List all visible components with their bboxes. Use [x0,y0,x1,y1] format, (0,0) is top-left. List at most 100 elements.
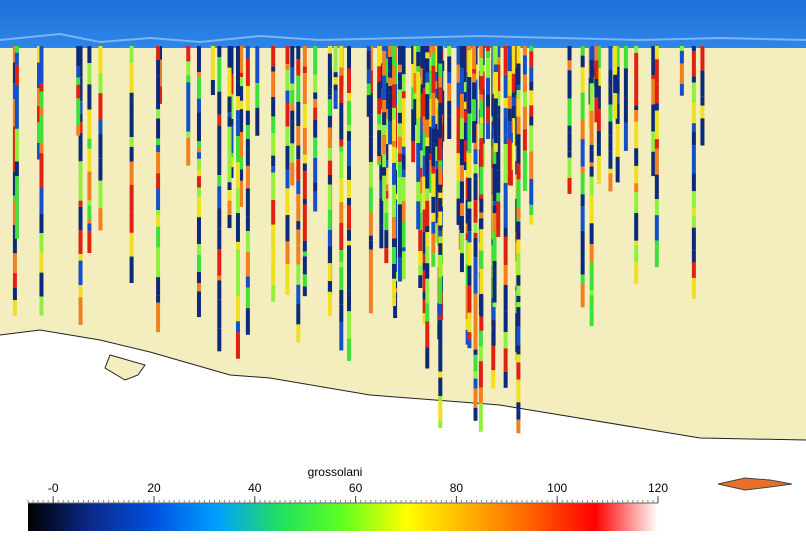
borehole-segment [608,104,613,122]
borehole-segment [511,97,516,106]
borehole-segment [516,379,521,403]
borehole-segment [479,94,484,101]
borehole-segment [516,410,521,420]
borehole-segment [589,83,594,111]
borehole-segment [397,112,402,124]
borehole-segment [368,114,373,137]
borehole-segment [98,133,103,159]
borehole-segment [217,175,222,187]
borehole-segment [493,72,498,99]
borehole-segment [623,68,628,98]
borehole-segment [516,134,521,147]
borehole-segment [418,116,423,125]
borehole-segment [411,114,416,141]
borehole-segment [333,46,338,73]
borehole-segment [339,202,344,224]
borehole-segment [14,85,19,108]
borehole-segment [196,197,201,218]
borehole-segment [368,235,373,241]
tick-label: -0 [48,481,59,495]
borehole-segment [401,74,406,92]
borehole-segment [486,106,491,123]
borehole-segment [608,168,613,174]
borehole-segment [368,70,373,94]
borehole-segment [392,208,397,218]
borehole-segment [486,122,491,139]
borehole-segment [589,123,594,145]
borehole-segment [503,332,508,349]
borehole-segment [503,46,508,75]
borehole-segment [401,91,406,99]
borehole-segment [290,110,295,122]
borehole-segment [245,125,250,139]
borehole-segment [418,124,423,136]
borehole-segment [473,378,478,389]
borehole-segment [473,232,478,238]
borehole-segment [438,401,443,422]
borehole-segment [427,70,432,99]
borehole-segment [12,83,17,100]
borehole-segment [12,253,17,267]
borehole-segment [422,262,427,271]
borehole-segment [418,177,423,194]
borehole-segment [392,247,397,265]
borehole-segment [388,46,393,57]
borehole-segment [377,66,382,82]
borehole-segment [418,62,423,72]
borehole-segment [327,263,332,282]
borehole-segment [594,97,599,123]
borehole-segment [691,262,696,278]
borehole-segment [438,396,443,402]
borehole-segment [36,46,41,63]
borehole-segment [379,88,384,110]
borehole-segment [529,204,534,216]
borehole-segment [634,110,639,122]
borehole-segment [447,72,452,84]
borehole-segment [235,136,240,163]
borehole-segment [479,304,484,317]
borehole-segment [401,98,406,120]
borehole-segment [462,122,467,127]
borehole-segment [401,247,406,252]
borehole-segment [492,205,497,214]
borehole-segment [691,46,696,52]
borehole-segment [392,65,397,85]
borehole-segment [462,82,467,93]
borehole-segment [255,83,260,108]
borehole-segment [478,361,483,388]
borehole-segment [290,121,295,129]
borehole-segment [651,75,656,80]
borehole-segment [496,105,501,117]
borehole-segment [496,136,501,158]
borehole-segment [76,46,81,67]
borehole-segment [567,125,572,133]
borehole-segment [39,170,44,188]
borehole-segment [456,180,461,199]
borehole-segment [347,68,352,94]
borehole-segment [302,154,307,164]
borehole-segment [235,187,240,214]
borehole-segment [327,229,332,247]
borehole-segment [700,96,705,106]
borehole-segment [78,161,83,181]
borehole-segment [12,287,17,301]
borehole-segment [438,102,443,117]
borehole-segment [479,76,484,84]
borehole-segment [313,153,318,158]
borehole-segment [651,151,656,177]
borehole-segment [438,116,443,131]
borehole-segment [654,103,659,111]
borehole-segment [129,63,134,80]
borehole-segment [302,215,307,241]
borehole-segment [411,64,416,88]
borehole-segment [425,146,430,167]
borehole-segment [493,46,498,65]
borehole-segment [401,169,406,178]
borehole-segment [473,257,478,277]
borehole-segment [339,289,344,305]
borehole-segment [492,270,497,287]
borehole-segment [416,66,421,72]
borehole-segment [472,121,477,143]
borehole-segment [459,117,464,140]
borehole-segment [368,211,373,236]
